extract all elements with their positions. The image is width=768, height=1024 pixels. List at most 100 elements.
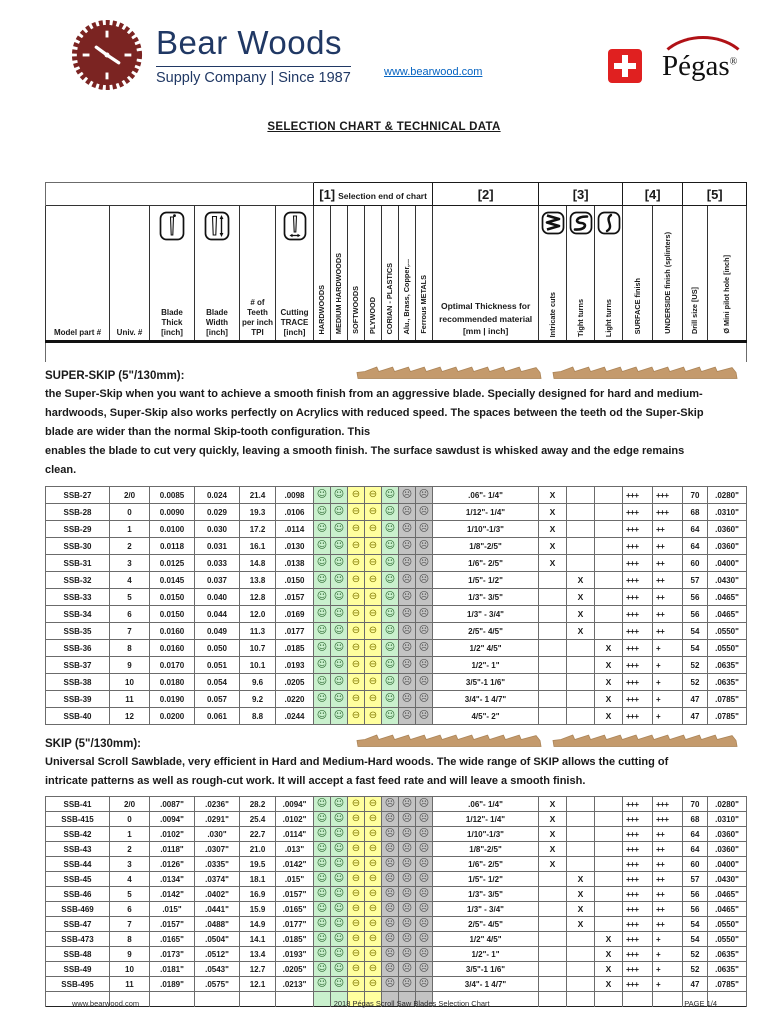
cell-cutting-trace: .015" [275, 871, 314, 887]
cell-optimal-thickness: 2/5"- 4/5" [432, 916, 539, 932]
cell-model-part: SSB-40 [45, 707, 110, 725]
happy-face-icon: ☺ [381, 656, 399, 674]
cell-drill-size: 52 [682, 673, 708, 691]
happy-face-icon: ☺ [381, 588, 399, 606]
cell-surface-finish: +++ [622, 901, 653, 917]
cell-surface-finish: +++ [622, 796, 653, 812]
neutral-face-icon: ⊖ [347, 886, 365, 902]
cell-light-mark [594, 826, 623, 842]
cell-light-mark [594, 503, 623, 521]
blade-row: SSB-42 1.0102" .030" 22.7.0114" ☺ ☺ ⊖ ⊖ ☹ ☹ ☹ 1/10"… [45, 826, 747, 842]
cell-model-part: SSB-48 [45, 946, 110, 962]
cell-underside-finish: ++ [652, 588, 683, 606]
cell-optimal-thickness: 1/2"- 1" [432, 946, 539, 962]
cell-cutting-trace: .0138 [275, 554, 314, 572]
cell-cutting-trace: .0114" [275, 826, 314, 842]
website-link[interactable]: www.bearwood.com [384, 66, 483, 78]
blade-row: SSB-38 10 0.0180 0.054 9.6.0205 ☺ ☺ ⊖ ⊖ ☺ ☹ ☹ 3/5"-1… [45, 673, 747, 691]
bear-woods-saw-clock-logo-icon [71, 19, 143, 91]
cell-underside-finish: ++ [652, 901, 683, 917]
cell-drill-size: 70 [682, 486, 708, 504]
cell-underside-finish: ++ [652, 554, 683, 572]
neutral-face-icon: ⊖ [347, 871, 365, 887]
cell-blade-width: 0.030 [194, 520, 240, 538]
cell-intricate-mark [538, 931, 567, 947]
neutral-face-icon: ⊖ [347, 622, 365, 640]
happy-face-icon: ☺ [313, 571, 331, 589]
cell-surface-finish: +++ [622, 520, 653, 538]
neutral-face-icon: ⊖ [364, 871, 382, 887]
happy-face-icon [313, 991, 331, 1007]
cell-model-part: SSB-32 [45, 571, 110, 589]
cell-blade-thickness: .0142" [149, 886, 195, 902]
cell-optimal-thickness: 4/5"- 2" [432, 707, 539, 725]
cell-intricate-mark [538, 961, 567, 977]
sad-face-icon: ☹ [398, 856, 416, 872]
neutral-face-icon: ⊖ [364, 811, 382, 827]
cell-teeth-per-inch: 16.9 [239, 886, 276, 902]
saw-blade-image [552, 734, 738, 747]
sad-face-icon: ☹ [398, 976, 416, 992]
blade-row: SSB-28 0 0.0090 0.029 19.3.0106 ☺ ☺ ⊖ ⊖ ☺ ☹ ☹ 1/12"-… [45, 503, 747, 521]
cell-blade-thickness: 0.0125 [149, 554, 195, 572]
cell-intricate-mark [538, 605, 567, 623]
happy-face-icon: ☺ [330, 707, 348, 725]
cell-model-part: SSB-38 [45, 673, 110, 691]
neutral-face-icon: ⊖ [364, 639, 382, 657]
blade-row: SSB-29 1 0.0100 0.030 17.2.0114 ☺ ☺ ⊖ ⊖ ☺ ☹ ☹ 1/10"-… [45, 520, 747, 538]
sad-face-icon: ☹ [415, 520, 433, 538]
cell-optimal-thickness: 3/4"- 1 4/7" [432, 976, 539, 992]
cell-model-part: SSB-33 [45, 588, 110, 606]
sad-face-icon: ☹ [398, 520, 416, 538]
sad-face-icon: ☹ [398, 811, 416, 827]
cell-blade-width: 0.049 [194, 622, 240, 640]
cell-surface-finish: +++ [622, 673, 653, 691]
cell-tight-mark: X [566, 605, 595, 623]
neutral-face-icon: ⊖ [347, 811, 365, 827]
cell-blade-thickness: 0.0190 [149, 690, 195, 708]
cell-cutting-trace: .0177 [275, 622, 314, 640]
cell-universal-number: 7 [109, 622, 150, 640]
brand-tagline: Supply Company | Since 1987 [156, 66, 351, 86]
cell-drill-size: 47 [682, 690, 708, 708]
blade-row: SSB-37 9 0.0170 0.051 10.1.0193 ☺ ☺ ⊖ ⊖ ☺ ☹ ☹ 1/2"- … [45, 656, 747, 674]
cell-intricate-mark [538, 588, 567, 606]
happy-face-icon: ☺ [313, 796, 331, 812]
cell-universal-number: 6 [109, 901, 150, 917]
cell-intricate-mark [538, 886, 567, 902]
happy-face-icon: ☺ [330, 571, 348, 589]
cell-surface-finish: +++ [622, 841, 653, 857]
cell-intricate-mark: X [538, 796, 567, 812]
cell-optimal-thickness: 1/5"- 1/2" [432, 871, 539, 887]
cell-cutting-trace: .0157" [275, 886, 314, 902]
footer-website: www.bearwood.com [72, 999, 140, 1008]
cell-surface-finish: +++ [622, 946, 653, 962]
cell-cutting-trace: .0165" [275, 901, 314, 917]
happy-face-icon: ☺ [313, 976, 331, 992]
group-header-row: [1] Selection end of chart [2] [3] [4] [5… [44, 182, 748, 206]
cell-blade-thickness: 0.0160 [149, 622, 195, 640]
cell-drill-size: 52 [682, 961, 708, 977]
cell-pilot-hole: .0465" [707, 605, 747, 623]
cell-model-part: SSB-415 [45, 811, 110, 827]
cell-intricate-mark [538, 871, 567, 887]
cell-pilot-hole: .0430" [707, 871, 747, 887]
sad-face-icon: ☹ [415, 946, 433, 962]
cell-cutting-trace: .0094" [275, 796, 314, 812]
cell-optimal-thickness: .06"- 1/4" [432, 796, 539, 812]
cell-teeth-per-inch: 12.8 [239, 588, 276, 606]
sad-face-icon: ☹ [381, 826, 399, 842]
cell-blade-thickness: .0181" [149, 961, 195, 977]
blade-row: SSB-469 6.015" .0441" 15.9.0165" ☺ ☺ ⊖ ⊖ ☹ ☹ ☹ 1/3"… [45, 901, 747, 917]
sad-face-icon: ☹ [381, 841, 399, 857]
cell-underside-finish: + [652, 961, 683, 977]
cell-optimal-thickness: 1/3" - 3/4" [432, 605, 539, 623]
sad-face-icon: ☹ [415, 931, 433, 947]
cell-universal-number: 11 [109, 976, 150, 992]
happy-face-icon: ☺ [381, 690, 399, 708]
cell-model-part: SSB-30 [45, 537, 110, 555]
super-skip-table: SSB-27 2/0 0.0085 0.024 21.4.0098 ☺ ☺ ⊖ ⊖ ☺ ☹ ☹ .06"… [45, 486, 747, 725]
cell-optimal-thickness: .06"- 1/4" [432, 486, 539, 504]
cell-surface-finish: +++ [622, 976, 653, 992]
cell-teeth-per-inch: 8.8 [239, 707, 276, 725]
